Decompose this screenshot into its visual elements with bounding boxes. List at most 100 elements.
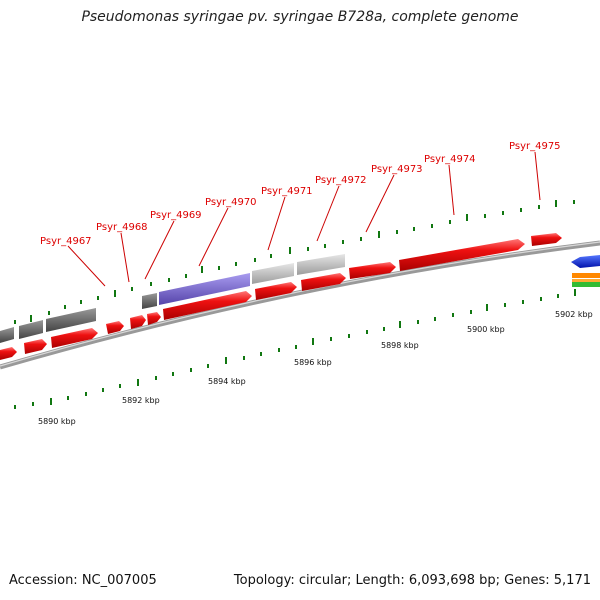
label-leaders xyxy=(67,151,541,287)
cds-arrow[interactable] xyxy=(24,339,47,354)
tick xyxy=(366,330,368,334)
gene-block[interactable] xyxy=(0,327,14,343)
tick xyxy=(348,334,350,338)
gene-block[interactable] xyxy=(159,273,250,305)
tick xyxy=(307,247,309,251)
tick xyxy=(225,357,227,364)
leader-line xyxy=(198,207,229,267)
tick xyxy=(168,278,170,282)
leader-line xyxy=(316,185,340,242)
leader-line xyxy=(448,164,455,216)
outer-tick-row xyxy=(14,200,575,324)
leader-line xyxy=(67,245,106,287)
tick xyxy=(378,231,380,238)
tick xyxy=(119,384,121,388)
tick xyxy=(114,290,116,297)
tick xyxy=(504,303,506,307)
tick xyxy=(540,297,542,301)
tick xyxy=(190,368,192,372)
cds-arrow[interactable] xyxy=(255,282,297,300)
tick xyxy=(295,345,297,349)
gene-block-green[interactable] xyxy=(572,282,600,287)
cds-arrow[interactable] xyxy=(51,328,98,348)
cds-arrow[interactable] xyxy=(147,312,161,325)
gene-label[interactable]: Psyr_4974 xyxy=(424,154,476,165)
tick xyxy=(155,376,157,380)
gene-block[interactable] xyxy=(46,308,96,332)
tick xyxy=(399,321,401,328)
tick xyxy=(80,300,82,304)
tick xyxy=(520,208,522,212)
scale-label: 5902 kbp xyxy=(555,310,593,319)
scale-label: 5890 kbp xyxy=(38,417,76,426)
tick xyxy=(14,405,16,409)
gene-block-orange[interactable] xyxy=(572,273,600,278)
tick xyxy=(48,311,50,315)
tick xyxy=(484,214,486,218)
cds-arrow[interactable] xyxy=(163,291,252,320)
gene-block[interactable] xyxy=(297,254,345,275)
gene-label[interactable]: Psyr_4969 xyxy=(150,210,202,221)
tick xyxy=(324,244,326,248)
scale-label: 5898 kbp xyxy=(381,341,419,350)
tick xyxy=(185,274,187,278)
tick xyxy=(466,214,468,221)
tick xyxy=(85,392,87,396)
tick xyxy=(557,294,559,298)
gene-block[interactable] xyxy=(142,293,157,309)
genome-summary: Topology: circular; Length: 6,093,698 bp… xyxy=(233,573,591,588)
gene-block-green[interactable] xyxy=(572,279,600,282)
tick xyxy=(14,320,16,324)
scale-label: 5894 kbp xyxy=(208,377,246,386)
tick xyxy=(270,254,272,258)
tick xyxy=(235,262,237,266)
gene-label[interactable]: Psyr_4971 xyxy=(261,186,313,197)
scale-label: 5896 kbp xyxy=(294,358,332,367)
tick xyxy=(278,348,280,352)
cds-arrow[interactable] xyxy=(349,262,396,279)
map-title: Pseudomonas syringae pv. syringae B728a,… xyxy=(81,9,519,25)
gene-label[interactable]: Psyr_4973 xyxy=(371,164,423,175)
tick xyxy=(555,200,557,207)
tick xyxy=(417,320,419,324)
cds-arrow[interactable] xyxy=(130,315,146,329)
leader-line xyxy=(534,151,541,201)
gene-label[interactable]: Psyr_4967 xyxy=(40,236,92,247)
tick xyxy=(97,296,99,300)
gene-label[interactable]: Psyr_4975 xyxy=(509,141,561,152)
leader-line xyxy=(120,232,130,283)
inner-tick-row xyxy=(14,289,576,409)
tick xyxy=(201,266,203,273)
gene-label[interactable]: Psyr_4968 xyxy=(96,222,148,233)
tick xyxy=(50,398,52,405)
tick xyxy=(131,287,133,291)
genome-backbone-highlight xyxy=(0,241,600,367)
cds-arrow[interactable] xyxy=(0,347,17,360)
tick xyxy=(574,289,576,296)
tick xyxy=(32,402,34,406)
gene-block-blue[interactable] xyxy=(571,255,600,268)
scale-label: 5892 kbp xyxy=(122,396,160,405)
tick xyxy=(254,258,256,262)
cds-arrow[interactable] xyxy=(399,239,525,271)
tick xyxy=(431,224,433,228)
gene-block[interactable] xyxy=(252,263,294,284)
gene-label[interactable]: Psyr_4972 xyxy=(315,175,367,186)
gene-label[interactable]: Psyr_4970 xyxy=(205,197,257,208)
tick xyxy=(434,317,436,321)
tick xyxy=(449,220,451,224)
tick xyxy=(573,200,575,204)
tick xyxy=(502,211,504,215)
tick xyxy=(137,379,139,386)
cds-arrow[interactable] xyxy=(301,273,346,291)
tick xyxy=(218,266,220,270)
cds-arrow[interactable] xyxy=(106,321,124,334)
cds-arrow[interactable] xyxy=(531,233,562,246)
tick xyxy=(150,282,152,286)
tick xyxy=(243,356,245,360)
tick xyxy=(330,337,332,341)
tick xyxy=(396,230,398,234)
tick xyxy=(470,310,472,314)
gene-block[interactable] xyxy=(19,320,43,339)
tick xyxy=(260,352,262,356)
